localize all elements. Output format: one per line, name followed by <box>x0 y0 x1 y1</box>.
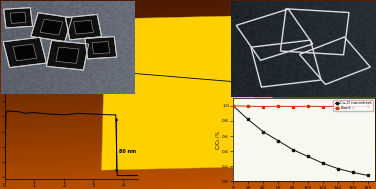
Polygon shape <box>13 44 37 61</box>
Polygon shape <box>10 12 26 23</box>
Cu₂O nanosheet <box>276 139 280 142</box>
Cu₂O nanosheet <box>306 155 310 158</box>
Cu₂O nanosheet <box>350 171 355 174</box>
blank <box>231 105 235 107</box>
Legend: Cu₂O nanosheet, blank: Cu₂O nanosheet, blank <box>334 100 373 111</box>
Polygon shape <box>92 42 110 54</box>
Cu₂O nanosheet <box>321 162 325 164</box>
Cu₂O nanosheet <box>291 149 295 151</box>
blank <box>291 105 295 108</box>
Polygon shape <box>252 15 274 166</box>
Text: 80 nm: 80 nm <box>119 149 136 154</box>
Polygon shape <box>85 37 117 59</box>
Polygon shape <box>74 20 94 34</box>
Polygon shape <box>3 37 46 68</box>
Cu₂O nanosheet <box>365 174 370 177</box>
blank <box>321 105 325 108</box>
Cu₂O nanosheet <box>246 118 250 121</box>
blank <box>276 105 280 107</box>
blank <box>365 105 370 107</box>
Cu₂O nanosheet <box>261 130 265 133</box>
blank <box>350 105 355 108</box>
blank <box>261 105 265 108</box>
blank <box>306 105 310 107</box>
blank <box>336 105 340 107</box>
blank <box>246 105 250 107</box>
Line: blank: blank <box>232 105 369 108</box>
Cu₂O nanosheet <box>231 105 235 107</box>
Polygon shape <box>31 13 72 42</box>
Polygon shape <box>4 8 33 28</box>
Cu₂O nanosheet <box>336 167 340 170</box>
Polygon shape <box>40 19 63 35</box>
Polygon shape <box>65 15 102 40</box>
Polygon shape <box>56 47 79 63</box>
Polygon shape <box>46 40 89 70</box>
Y-axis label: C/C₀ /%: C/C₀ /% <box>216 131 221 149</box>
Line: Cu₂O nanosheet: Cu₂O nanosheet <box>232 105 369 177</box>
Polygon shape <box>102 15 274 170</box>
